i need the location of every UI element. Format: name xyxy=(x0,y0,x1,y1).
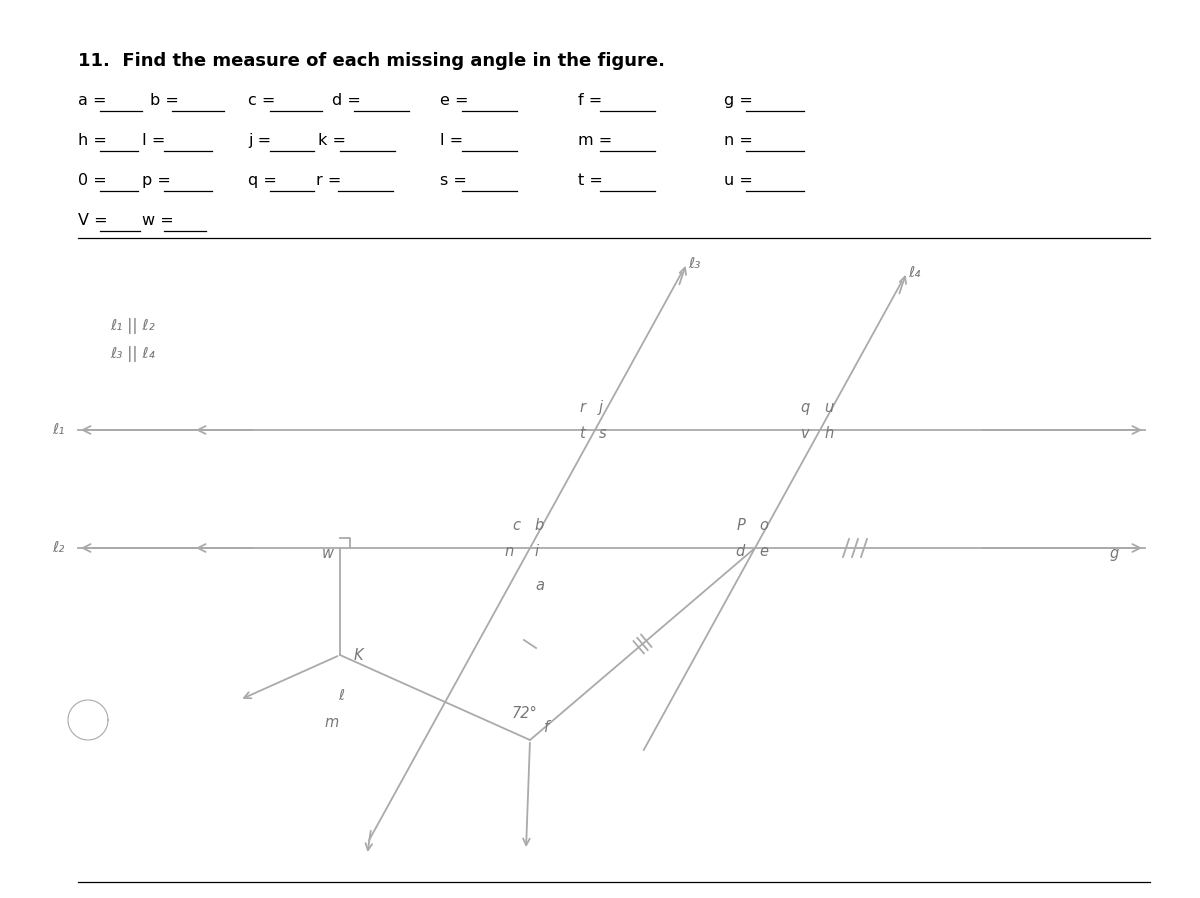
Text: 0 =: 0 = xyxy=(78,173,107,188)
Text: g =: g = xyxy=(724,93,752,108)
Text: P: P xyxy=(736,518,745,533)
Text: i: i xyxy=(534,544,538,559)
Text: ℓ₄: ℓ₄ xyxy=(908,265,920,280)
Text: h =: h = xyxy=(78,133,107,148)
Text: w: w xyxy=(322,546,334,561)
Text: s: s xyxy=(599,426,607,441)
Text: ℓ₃ || ℓ₄: ℓ₃ || ℓ₄ xyxy=(110,346,155,362)
Text: V =: V = xyxy=(78,213,108,228)
Text: j =: j = xyxy=(248,133,271,148)
Text: k =: k = xyxy=(318,133,346,148)
Text: a =: a = xyxy=(78,93,107,108)
Text: ℓ₁: ℓ₁ xyxy=(53,422,65,437)
Text: K: K xyxy=(354,648,364,663)
Text: e: e xyxy=(760,544,768,559)
Text: d =: d = xyxy=(332,93,361,108)
Text: h: h xyxy=(824,426,833,441)
Text: ℓ₂: ℓ₂ xyxy=(53,541,65,556)
Text: n: n xyxy=(505,544,514,559)
Text: s =: s = xyxy=(440,173,467,188)
Text: p =: p = xyxy=(142,173,170,188)
Text: 72°: 72° xyxy=(512,706,538,721)
Text: j: j xyxy=(599,400,604,415)
Text: q: q xyxy=(800,400,810,415)
Text: u: u xyxy=(824,400,833,415)
Text: t =: t = xyxy=(578,173,602,188)
Text: v: v xyxy=(802,426,810,441)
Text: 11.  Find the measure of each missing angle in the figure.: 11. Find the measure of each missing ang… xyxy=(78,52,665,70)
Text: r: r xyxy=(580,400,586,415)
Text: f =: f = xyxy=(578,93,602,108)
Text: t: t xyxy=(580,426,586,441)
Text: f: f xyxy=(544,720,550,735)
Text: n =: n = xyxy=(724,133,752,148)
Text: a: a xyxy=(535,578,544,593)
Text: b =: b = xyxy=(150,93,179,108)
Text: I =: I = xyxy=(142,133,166,148)
Text: m =: m = xyxy=(578,133,612,148)
Text: g: g xyxy=(1110,546,1120,561)
Text: o: o xyxy=(760,518,768,533)
Text: ℓ₁ || ℓ₂: ℓ₁ || ℓ₂ xyxy=(110,318,155,334)
Text: l =: l = xyxy=(440,133,463,148)
Text: d: d xyxy=(736,544,745,559)
Text: m: m xyxy=(324,715,338,730)
Text: ℓ: ℓ xyxy=(338,688,344,703)
Text: q =: q = xyxy=(248,173,277,188)
Text: c: c xyxy=(512,518,520,533)
Text: u =: u = xyxy=(724,173,752,188)
Text: ℓ₃: ℓ₃ xyxy=(689,256,701,271)
Text: b: b xyxy=(534,518,544,533)
Text: w =: w = xyxy=(142,213,174,228)
Text: c =: c = xyxy=(248,93,275,108)
Text: r =: r = xyxy=(316,173,341,188)
Text: e =: e = xyxy=(440,93,468,108)
